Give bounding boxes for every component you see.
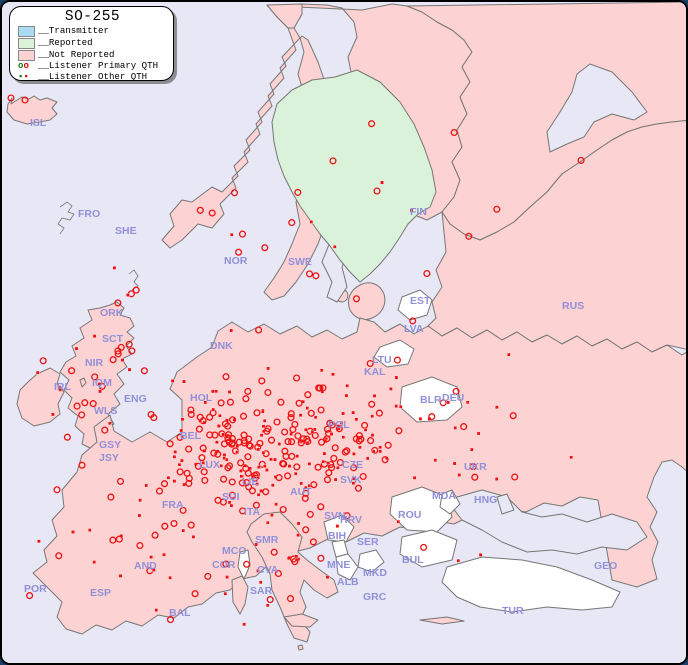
svg-text:POL: POL	[328, 419, 350, 431]
svg-text:KAL: KAL	[364, 366, 386, 378]
svg-text:SUI: SUI	[222, 491, 240, 503]
svg-text:HRV: HRV	[340, 514, 362, 526]
svg-text:LTU: LTU	[372, 354, 392, 366]
svg-text:CVA: CVA	[257, 564, 279, 576]
svg-text:RUS: RUS	[562, 300, 584, 312]
svg-text:NIR: NIR	[85, 357, 104, 369]
svg-text:SER: SER	[357, 536, 379, 548]
svg-text:NOR: NOR	[224, 255, 248, 267]
svg-text:ESP: ESP	[90, 587, 111, 599]
svg-text:HNG: HNG	[474, 494, 497, 506]
svg-text:MCO: MCO	[222, 545, 247, 557]
svg-text:SVK: SVK	[340, 474, 362, 486]
svg-text:FIN: FIN	[410, 206, 427, 218]
svg-text:JSY: JSY	[99, 452, 119, 464]
svg-text:MDA: MDA	[432, 490, 456, 502]
svg-text:IRL: IRL	[54, 381, 72, 393]
svg-text:AND: AND	[134, 560, 157, 572]
svg-text:SHE: SHE	[115, 225, 137, 237]
svg-text:BIH: BIH	[328, 530, 346, 542]
svg-text:SMR: SMR	[255, 534, 279, 546]
svg-text:EST: EST	[410, 295, 431, 307]
svg-text:HOL: HOL	[190, 392, 213, 404]
svg-text:POR: POR	[24, 583, 47, 595]
svg-text:DEU: DEU	[442, 392, 464, 404]
svg-text:GRC: GRC	[363, 591, 387, 603]
svg-text:ENG: ENG	[124, 393, 147, 405]
svg-text:ROU: ROU	[398, 509, 421, 521]
svg-text:BEL: BEL	[180, 430, 202, 442]
svg-text:GEO: GEO	[594, 560, 617, 572]
svg-text:ISL: ISL	[30, 117, 47, 129]
svg-text:BAL: BAL	[169, 607, 191, 619]
svg-text:LIE: LIE	[242, 476, 258, 488]
svg-text:UKR: UKR	[464, 461, 487, 473]
svg-text:SWE: SWE	[288, 256, 312, 268]
svg-text:LVA: LVA	[404, 323, 424, 335]
svg-text:MKD: MKD	[363, 567, 387, 579]
svg-text:CZE: CZE	[342, 459, 363, 471]
svg-text:BLR: BLR	[420, 394, 442, 406]
svg-text:SAR: SAR	[250, 585, 273, 597]
svg-text:BUL: BUL	[402, 554, 424, 566]
svg-text:SCT: SCT	[102, 333, 124, 345]
svg-text:DNK: DNK	[210, 340, 233, 352]
svg-text:MNE: MNE	[327, 559, 350, 571]
svg-text:FRO: FRO	[78, 208, 100, 220]
svg-text:LUX: LUX	[199, 459, 220, 471]
svg-text:ITA: ITA	[244, 506, 261, 518]
svg-text:ORK: ORK	[100, 307, 124, 319]
svg-text:AUT: AUT	[290, 486, 312, 498]
svg-text:COR: COR	[212, 559, 236, 571]
svg-text:GSY: GSY	[99, 439, 121, 451]
svg-text:FRA: FRA	[162, 499, 184, 511]
svg-text:ALB: ALB	[337, 576, 359, 588]
svg-text:IQM: IQM	[92, 377, 112, 389]
svg-text:TUR: TUR	[502, 605, 524, 617]
svg-text:WLS: WLS	[94, 405, 117, 417]
